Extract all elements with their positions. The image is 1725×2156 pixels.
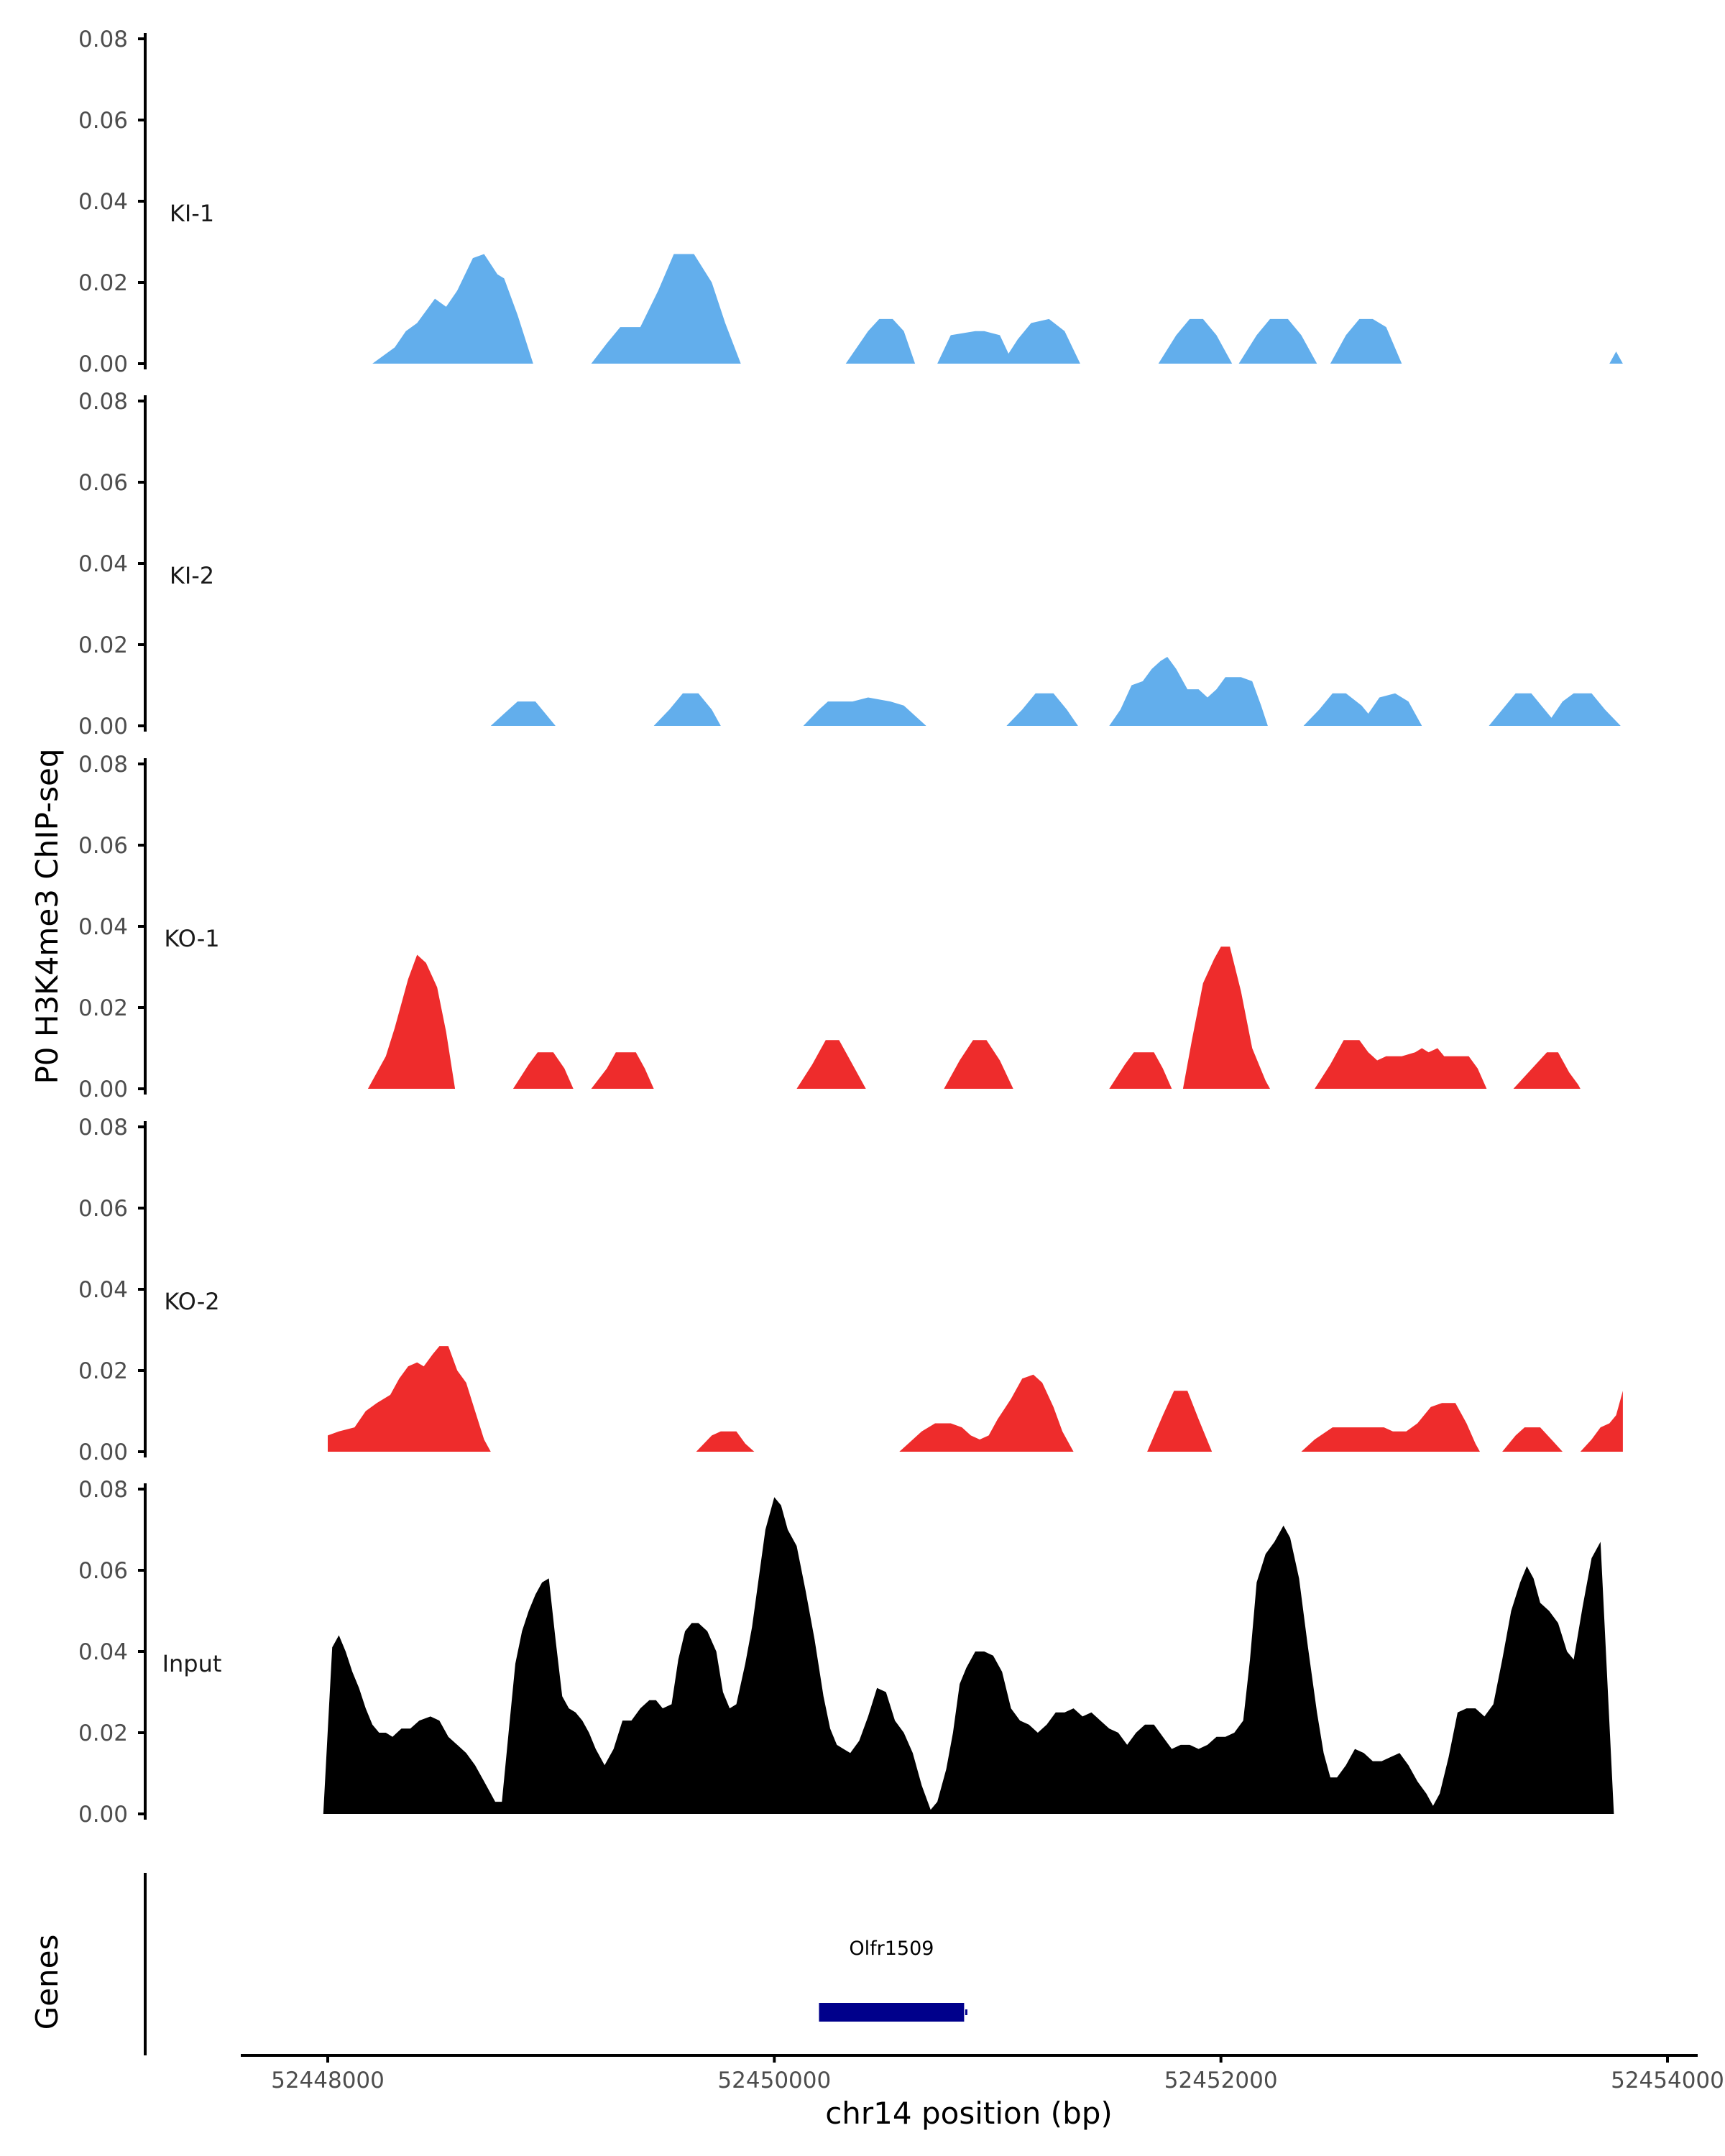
signal-peak <box>328 1346 491 1452</box>
genes-axis-title: Genes <box>29 1935 65 2030</box>
signal-peak <box>845 318 916 364</box>
signal-peak <box>1109 1052 1172 1089</box>
x-tick-label: 52452000 <box>1164 2068 1278 2093</box>
signal-peak <box>937 331 1013 364</box>
signal-peak <box>899 1374 1074 1452</box>
track-ko-2: 0.00 0.02 0.04 0.06 0.08 KO-2 <box>78 1115 1623 1465</box>
signal-peak <box>1158 318 1233 364</box>
y-tick-label: 0.02 <box>78 270 128 296</box>
track-label: KO-2 <box>164 1288 219 1315</box>
signal-peak <box>490 701 556 726</box>
y-tick-label: 0.08 <box>78 389 128 415</box>
signal-peak <box>1513 1052 1581 1089</box>
x-tick-label: 52448000 <box>271 2068 385 2093</box>
strand-arrow-left-icon <box>819 2006 829 2019</box>
y-tick-label: 0.08 <box>78 27 128 52</box>
signal-peak <box>1182 946 1270 1089</box>
track-label: KI-1 <box>170 200 214 227</box>
signal-peak <box>696 1431 755 1452</box>
y-tick-label: 0.02 <box>78 1720 128 1746</box>
signal-peak <box>1609 351 1623 364</box>
signal-peak <box>323 1497 1614 1814</box>
y-tick-label: 0.08 <box>78 752 128 778</box>
y-tick-label: 0.00 <box>78 1077 128 1102</box>
signal-peak <box>1489 693 1621 726</box>
signal-peak <box>1006 693 1078 726</box>
y-tick-label: 0.04 <box>78 551 128 577</box>
y-tick-label: 0.06 <box>78 833 128 859</box>
y-tick-label: 0.04 <box>78 1639 128 1665</box>
signal-peak <box>512 1052 574 1089</box>
track-ko-1: 0.00 0.02 0.04 0.06 0.08 KO-1 <box>78 752 1581 1102</box>
track-ki-1: 0.00 0.02 0.04 0.06 0.08 KI-1 <box>78 27 1623 377</box>
signal-peak <box>591 254 741 364</box>
signal-peak <box>1330 318 1402 364</box>
signal-peak <box>944 1040 1013 1089</box>
signal-peak <box>653 693 721 726</box>
track-label: KI-2 <box>170 562 214 589</box>
signal-peak <box>591 1052 654 1089</box>
y-tick-label: 0.02 <box>78 632 128 658</box>
signal-peak <box>803 697 926 726</box>
y-tick-label: 0.02 <box>78 995 128 1021</box>
x-tick-label: 52450000 <box>717 2068 831 2093</box>
signal-peak <box>372 254 533 364</box>
y-tick-label: 0.06 <box>78 108 128 134</box>
y-tick-label: 0.06 <box>78 470 128 496</box>
y-tick-label: 0.08 <box>78 1477 128 1503</box>
gene-body <box>819 2003 965 2022</box>
x-axis-title: chr14 position (bp) <box>825 2096 1113 2131</box>
signal-peak <box>1147 1391 1213 1452</box>
y-tick-label: 0.00 <box>78 714 128 740</box>
signal-peak <box>1238 318 1317 364</box>
x-axis: 52448000 52450000 52452000 52454000 <box>241 2054 1724 2093</box>
y-tick-label: 0.06 <box>78 1558 128 1584</box>
signal-peak <box>1580 1391 1623 1452</box>
y-tick-label: 0.00 <box>78 1439 128 1465</box>
gene-olfr1509: Olfr1509 <box>819 1938 967 2022</box>
gene-label: Olfr1509 <box>849 1938 934 1960</box>
y-tick-label: 0.06 <box>78 1196 128 1222</box>
x-tick-label: 52454000 <box>1611 2068 1724 2093</box>
y-tick-label: 0.04 <box>78 914 128 940</box>
y-tick-label: 0.02 <box>78 1358 128 1384</box>
y-tick-label: 0.00 <box>78 1802 128 1828</box>
y-tick-label: 0.08 <box>78 1115 128 1141</box>
signal-peak <box>1002 318 1080 364</box>
signal-peak <box>796 1040 866 1089</box>
y-tick-label: 0.00 <box>78 351 128 377</box>
signal-peak <box>367 954 456 1089</box>
track-input: 0.00 0.02 0.04 0.06 0.08 Input <box>78 1477 1614 1828</box>
y-tick-label: 0.04 <box>78 1277 128 1303</box>
signal-peak <box>1315 1040 1487 1089</box>
signal-peak <box>1502 1427 1563 1452</box>
signal-peak <box>1303 693 1422 726</box>
track-ki-2: 0.00 0.02 0.04 0.06 0.08 KI-2 <box>78 389 1621 740</box>
genes-track: Olfr1509 <box>144 1873 967 2055</box>
y-axis-title: P0 H3K4me3 ChIP-seq <box>29 748 65 1084</box>
signal-peak <box>1301 1403 1480 1452</box>
track-label: KO-1 <box>164 925 219 952</box>
signal-peak <box>1109 657 1268 726</box>
track-label: Input <box>162 1650 222 1677</box>
y-tick-label: 0.04 <box>78 189 128 215</box>
signal-tracks: 0.00 0.02 0.04 0.06 0.08 KI-1 0.00 0.02 0.04 0.06… <box>78 27 1623 1828</box>
